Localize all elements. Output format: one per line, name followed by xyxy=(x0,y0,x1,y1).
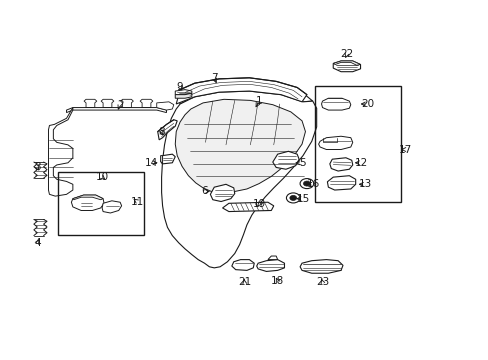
Polygon shape xyxy=(327,176,355,190)
Polygon shape xyxy=(222,202,273,212)
Polygon shape xyxy=(300,260,342,273)
Text: 18: 18 xyxy=(270,276,284,286)
Text: 1: 1 xyxy=(255,96,262,106)
Text: 4: 4 xyxy=(34,238,41,248)
Polygon shape xyxy=(102,201,122,213)
Text: 3: 3 xyxy=(34,162,41,172)
Polygon shape xyxy=(329,158,352,171)
Text: 22: 22 xyxy=(340,49,353,59)
Polygon shape xyxy=(321,98,350,110)
Polygon shape xyxy=(160,156,162,164)
Polygon shape xyxy=(332,61,360,72)
Text: 2: 2 xyxy=(117,100,123,110)
Polygon shape xyxy=(48,108,73,196)
Polygon shape xyxy=(176,80,312,104)
Polygon shape xyxy=(157,102,173,110)
Text: 20: 20 xyxy=(360,99,373,109)
Bar xyxy=(58,172,143,234)
Text: 9: 9 xyxy=(177,82,183,92)
Text: 7: 7 xyxy=(210,73,217,83)
Text: 5: 5 xyxy=(298,158,305,168)
Polygon shape xyxy=(176,78,306,104)
Polygon shape xyxy=(231,260,254,270)
Circle shape xyxy=(303,181,310,186)
Polygon shape xyxy=(175,99,305,193)
Polygon shape xyxy=(175,93,191,98)
Bar xyxy=(315,86,400,202)
Text: 23: 23 xyxy=(315,277,328,287)
Polygon shape xyxy=(161,91,316,268)
Text: 6: 6 xyxy=(201,186,207,197)
Polygon shape xyxy=(158,120,177,140)
Polygon shape xyxy=(66,108,166,113)
Text: 14: 14 xyxy=(145,158,158,168)
Text: 12: 12 xyxy=(354,158,367,168)
Text: 13: 13 xyxy=(358,179,371,189)
Text: 10: 10 xyxy=(95,172,108,182)
Polygon shape xyxy=(73,195,103,200)
Polygon shape xyxy=(318,136,352,149)
Polygon shape xyxy=(160,154,175,164)
Text: 8: 8 xyxy=(158,127,164,136)
Polygon shape xyxy=(175,90,191,95)
Polygon shape xyxy=(71,195,104,211)
Text: 16: 16 xyxy=(306,179,320,189)
Text: 15: 15 xyxy=(296,194,309,204)
Text: 19: 19 xyxy=(252,199,265,210)
Text: 21: 21 xyxy=(237,277,251,287)
Circle shape xyxy=(289,195,296,201)
Polygon shape xyxy=(272,151,299,169)
Polygon shape xyxy=(267,256,277,260)
Text: 11: 11 xyxy=(130,197,143,207)
Polygon shape xyxy=(256,260,284,271)
Text: 17: 17 xyxy=(398,144,411,154)
Polygon shape xyxy=(210,184,234,202)
Polygon shape xyxy=(332,61,360,65)
